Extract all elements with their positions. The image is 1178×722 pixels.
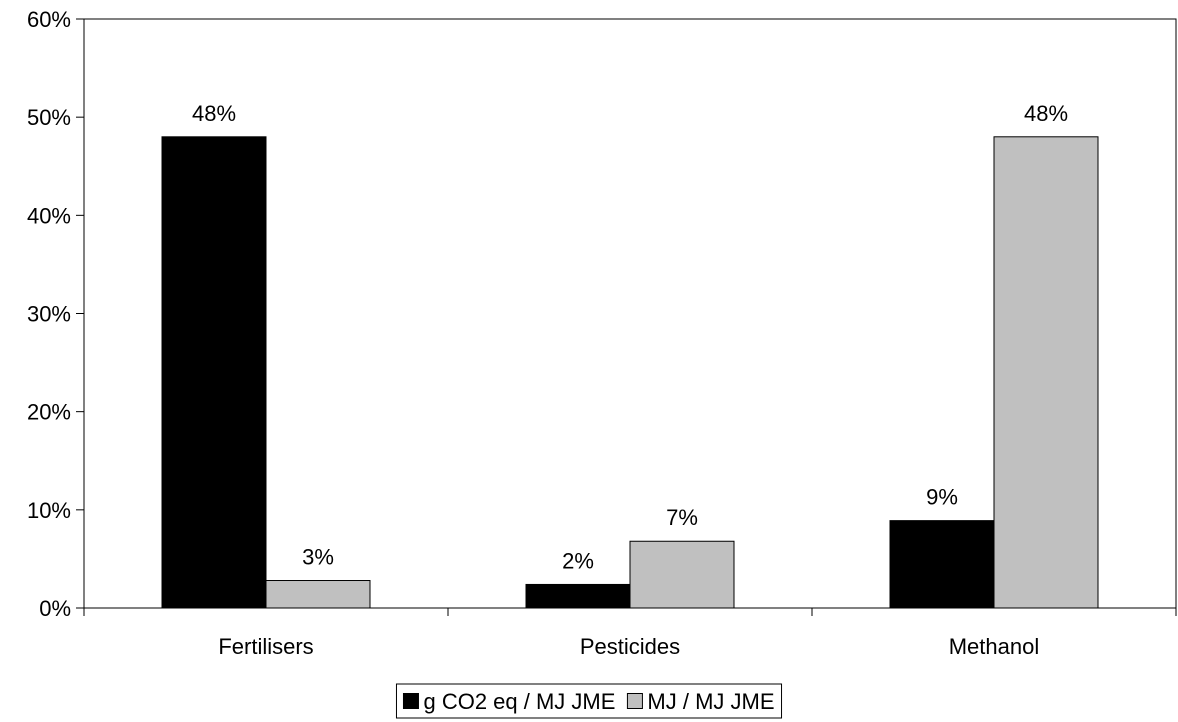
bar [161, 136, 267, 609]
bar [265, 580, 371, 609]
y-tick-label: 0% [39, 596, 71, 621]
y-tick-label: 30% [27, 302, 71, 327]
category-label: Methanol [949, 634, 1040, 659]
y-tick-label: 60% [27, 7, 71, 32]
y-axis: 0% 10% 20% 30% 40% 50% 60% [27, 7, 84, 621]
data-label: 9% [926, 485, 958, 510]
category-label: Pesticides [580, 634, 680, 659]
data-label: 48% [1024, 101, 1068, 126]
data-label: 3% [302, 545, 334, 570]
bar [993, 136, 1099, 609]
category-label: Fertilisers [218, 634, 313, 659]
data-label: 7% [666, 505, 698, 530]
legend-swatch [626, 693, 643, 709]
data-label: 2% [562, 548, 594, 573]
bars [161, 136, 1099, 609]
legend-box [395, 683, 783, 719]
legend-label: g CO2 eq / MJ JME [423, 689, 615, 714]
legend: g CO2 eq / MJ JME MJ / MJ JME [395, 683, 783, 719]
bar [889, 520, 995, 609]
y-tick-label: 50% [27, 105, 71, 130]
x-axis: Fertilisers Pesticides Methanol [83, 608, 1177, 659]
data-labels: 48% 3% 2% 7% 9% 48% [192, 101, 1068, 574]
y-tick-label: 40% [27, 203, 71, 228]
data-label: 48% [192, 101, 236, 126]
bar [629, 540, 735, 609]
bar [525, 583, 631, 609]
y-tick-label: 10% [27, 498, 71, 523]
legend-swatch [402, 693, 419, 709]
legend-label: MJ / MJ JME [647, 689, 774, 714]
y-tick-label: 20% [27, 400, 71, 425]
